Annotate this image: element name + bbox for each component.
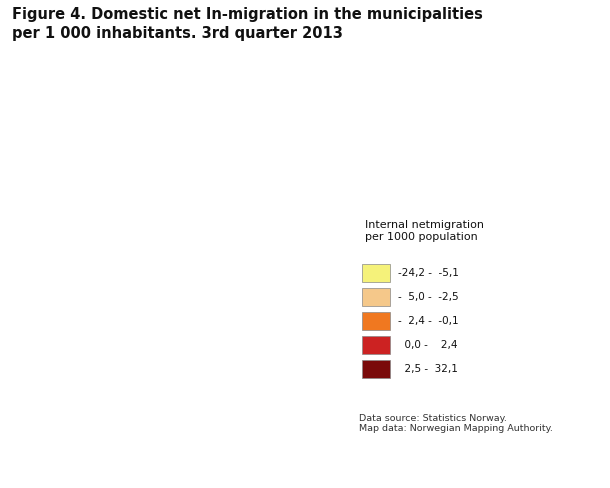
- Bar: [362, 288, 390, 306]
- Bar: [362, 360, 390, 378]
- Text: -  2,4 -  -0,1: - 2,4 - -0,1: [398, 316, 458, 326]
- Bar: [362, 312, 390, 330]
- Text: 0,0 -    2,4: 0,0 - 2,4: [398, 340, 457, 350]
- Text: Data source: Statistics Norway.
Map data: Norwegian Mapping Authority.: Data source: Statistics Norway. Map data…: [359, 414, 553, 433]
- Text: -24,2 -  -5,1: -24,2 - -5,1: [398, 268, 459, 278]
- Text: Internal netmigration
per 1000 population: Internal netmigration per 1000 populatio…: [365, 220, 484, 242]
- Bar: [362, 264, 390, 282]
- Bar: [362, 336, 390, 354]
- Text: -  5,0 -  -2,5: - 5,0 - -2,5: [398, 292, 458, 302]
- Text: Figure 4. Domestic net In-migration in the municipalities
per 1 000 inhabitants.: Figure 4. Domestic net In-migration in t…: [12, 7, 483, 41]
- Text: 2,5 -  32,1: 2,5 - 32,1: [398, 364, 458, 374]
